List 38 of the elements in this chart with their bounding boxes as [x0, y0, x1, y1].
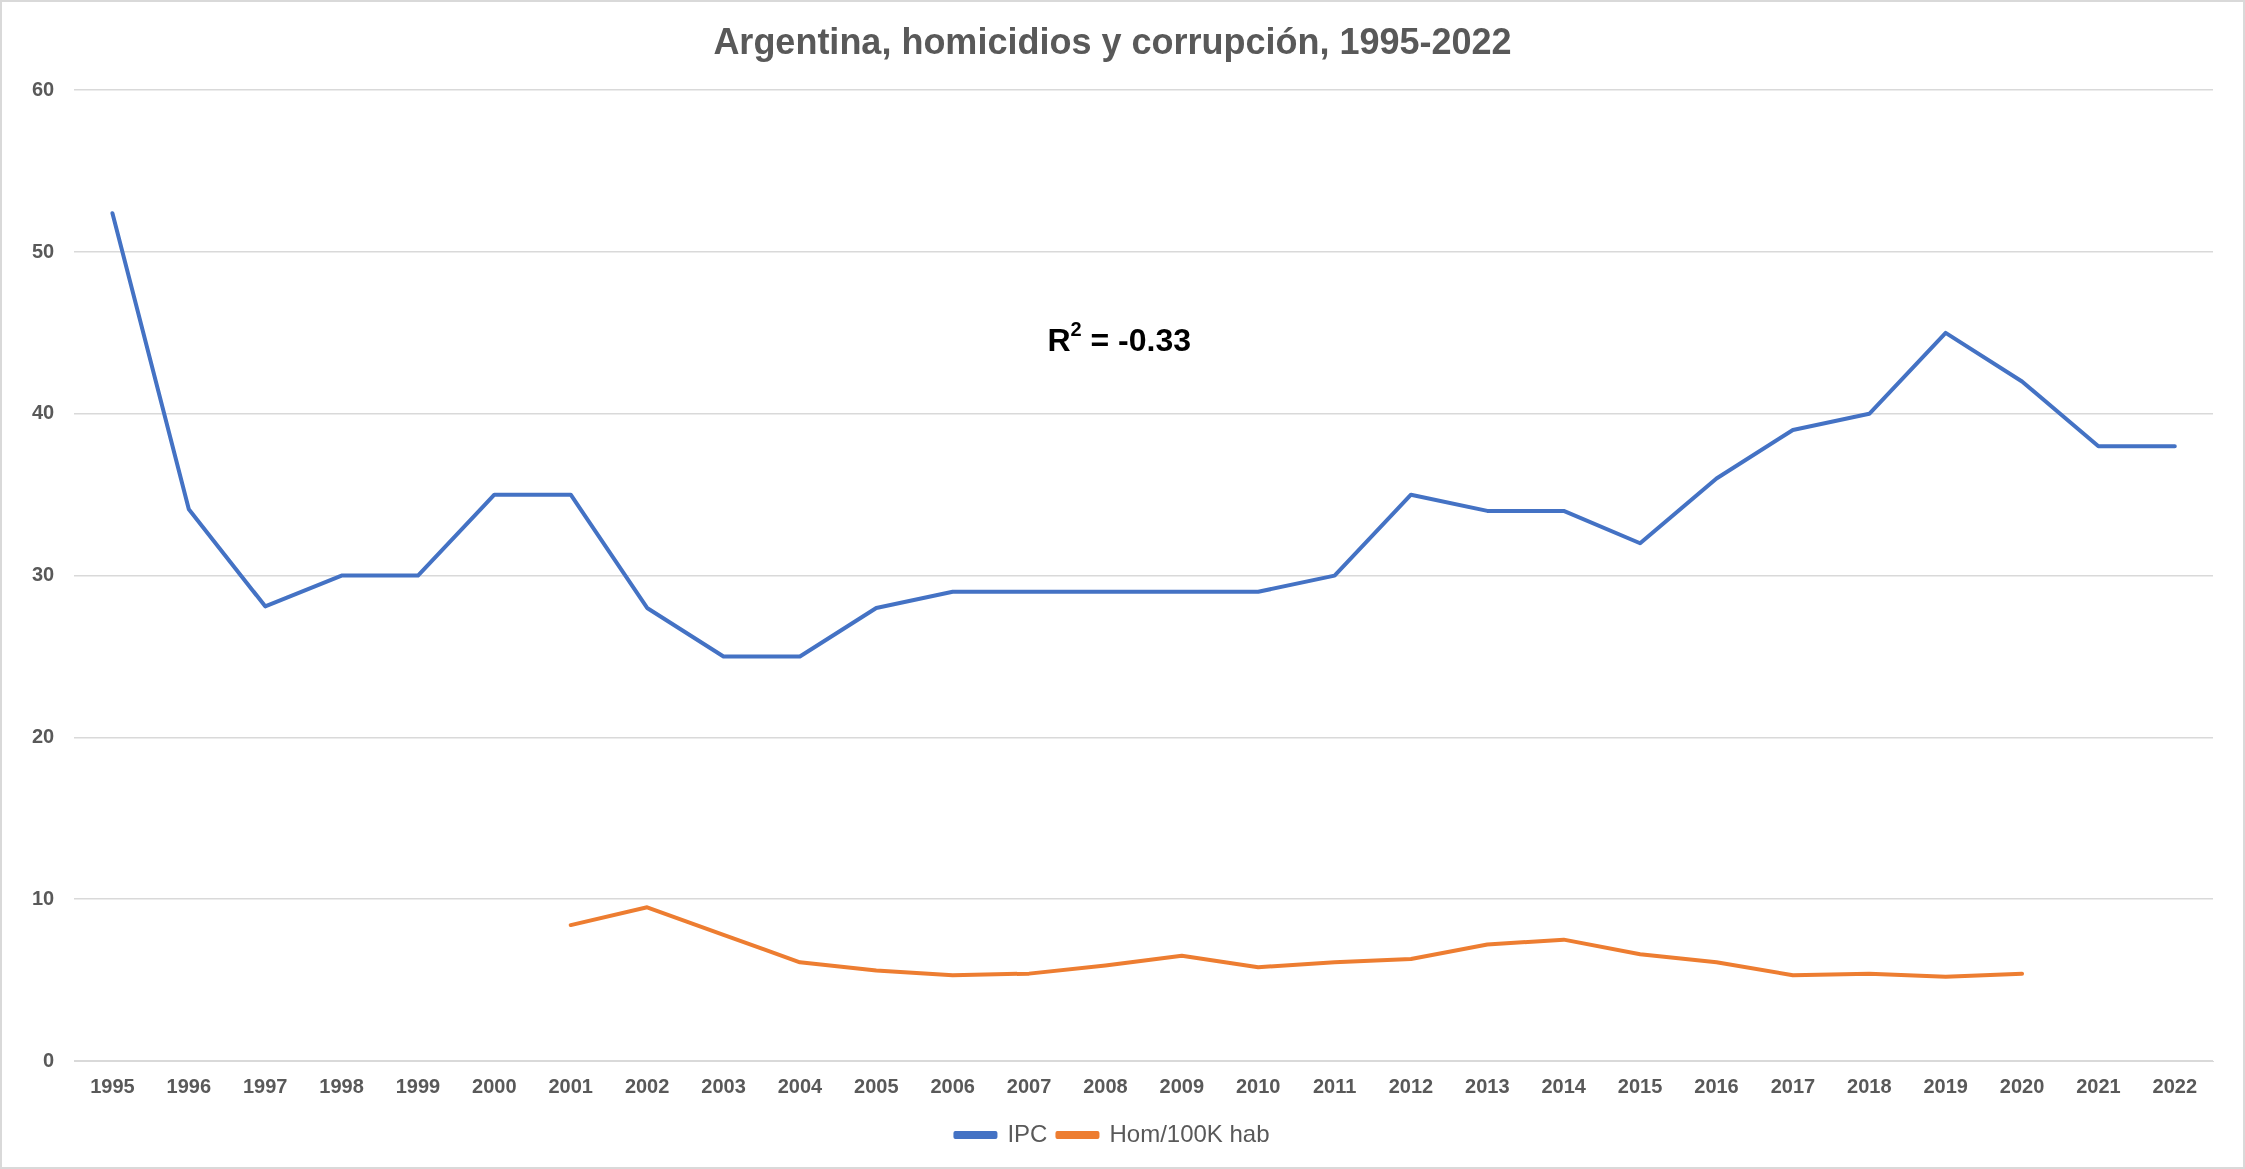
x-tick-label: 2019 [1923, 1074, 1968, 1097]
y-tick-label: 0 [43, 1048, 55, 1071]
y-tick-label: 50 [32, 239, 55, 262]
y-tick-label: 30 [32, 563, 55, 586]
x-tick-label: 2005 [854, 1074, 899, 1097]
x-tick-label: 2004 [777, 1074, 824, 1097]
x-tick-label: 2012 [1388, 1074, 1434, 1097]
y-tick-label: 40 [32, 401, 55, 424]
legend-label: Hom/100K hab [1109, 1119, 1270, 1147]
x-tick-label: 1997 [242, 1074, 288, 1097]
y-tick-label: 20 [32, 724, 55, 747]
x-tick-label: 2014 [1541, 1074, 1587, 1097]
x-tick-label: 2011 [1312, 1074, 1357, 1097]
x-tick-label: 2007 [1006, 1074, 1052, 1097]
x-tick-label: 2015 [1617, 1074, 1663, 1097]
x-tick-label: 2002 [624, 1074, 670, 1097]
x-tick-label: 2018 [1847, 1074, 1892, 1097]
x-tick-label: 2003 [701, 1074, 746, 1097]
x-tick-label: 2001 [548, 1074, 593, 1097]
x-tick-label: 2006 [930, 1074, 975, 1097]
x-tick-label: 1996 [166, 1074, 212, 1097]
x-tick-label: 1995 [90, 1074, 135, 1097]
x-tick-label: 1998 [319, 1074, 364, 1097]
x-tick-label: 2000 [472, 1074, 517, 1097]
x-tick-label: 2020 [1999, 1074, 2045, 1097]
x-tick-label: 2009 [1159, 1074, 1205, 1097]
x-tick-label: 2017 [1770, 1074, 1816, 1097]
y-tick-label: 60 [32, 77, 55, 100]
chart-title: Argentina, homicidios y corrupción, 1995-2022 [713, 20, 1512, 62]
x-tick-label: 2008 [1083, 1074, 1128, 1097]
legend-label: IPC [1007, 1119, 1048, 1147]
x-tick-label: 2013 [1465, 1074, 1510, 1097]
y-tick-label: 10 [32, 886, 55, 909]
x-tick-label: 2021 [2076, 1074, 2121, 1097]
x-tick-label: 2016 [1694, 1074, 1739, 1097]
x-tick-label: 2022 [2152, 1074, 2198, 1097]
x-tick-label: 1999 [395, 1074, 441, 1097]
x-tick-label: 2010 [1235, 1074, 1281, 1097]
